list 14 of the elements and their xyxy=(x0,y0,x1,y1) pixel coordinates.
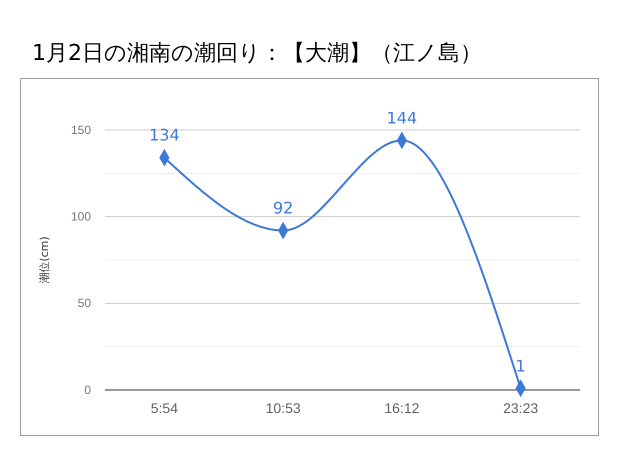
data-label: 92 xyxy=(272,198,294,218)
y-tick-label: 0 xyxy=(84,382,92,397)
data-label: 144 xyxy=(386,108,418,128)
chart-title: 1月2日の湘南の潮回り：【大潮】（江ノ島） xyxy=(32,41,482,66)
x-tick-label: 23:23 xyxy=(503,400,538,416)
y-tick-label: 50 xyxy=(78,296,92,310)
data-label: 1 xyxy=(516,356,526,376)
x-tick-label: 10:53 xyxy=(266,400,301,416)
y-tick-label: 150 xyxy=(70,122,92,137)
y-tick-label: 100 xyxy=(70,210,92,224)
data-label: 134 xyxy=(149,126,180,145)
x-tick-label: 5:54 xyxy=(150,400,178,416)
x-tick-label: 16:12 xyxy=(384,400,420,416)
y-axis-title: 潮位(cm) xyxy=(38,236,51,284)
